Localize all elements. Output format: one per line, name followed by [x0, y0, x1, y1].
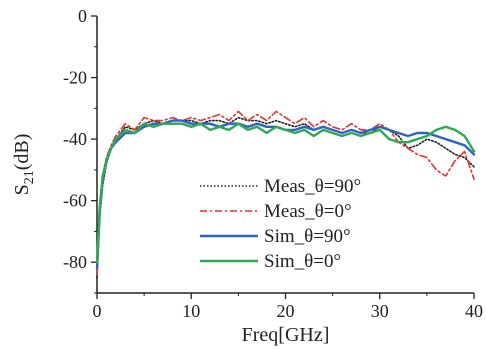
ticks: 0 10 20 30 40 0 -20 -40 -60 -80: [63, 6, 483, 321]
legend-label-1: Meas_θ=0°: [264, 201, 352, 222]
y-tick-label: -40: [63, 129, 87, 149]
x-tick-label: 40: [465, 301, 483, 321]
legend: Meas_θ=90° Meas_θ=0° Sim_θ=90° Sim_θ=0°: [200, 176, 361, 272]
y-axis-label-subscript: 21: [22, 170, 37, 184]
series-line-1: [96, 110, 475, 276]
x-tick-label: 0: [93, 301, 102, 321]
series: [95, 110, 476, 279]
y-axis-label-main: S: [11, 184, 33, 195]
legend-label-0: Meas_θ=90°: [264, 176, 361, 197]
series-line-3: [95, 122, 476, 264]
axis-labels: Freq[GHz] S21(dB): [11, 134, 329, 346]
x-tick-label: 20: [277, 301, 295, 321]
x-tick-label: 10: [182, 301, 200, 321]
legend-label-2: Sim_θ=90°: [264, 226, 351, 247]
y-tick-label: -20: [63, 68, 87, 88]
y-tick-label: -60: [63, 191, 87, 211]
x-axis-label: Freq[GHz]: [242, 324, 330, 346]
y-axis-label: S21(dB): [11, 134, 37, 196]
x-tick-label: 30: [371, 301, 389, 321]
legend-label-3: Sim_θ=0°: [264, 251, 341, 272]
y-tick-label: -80: [63, 252, 87, 272]
y-tick-label: 0: [78, 6, 87, 26]
y-axis-label-unit: (dB): [11, 134, 33, 171]
